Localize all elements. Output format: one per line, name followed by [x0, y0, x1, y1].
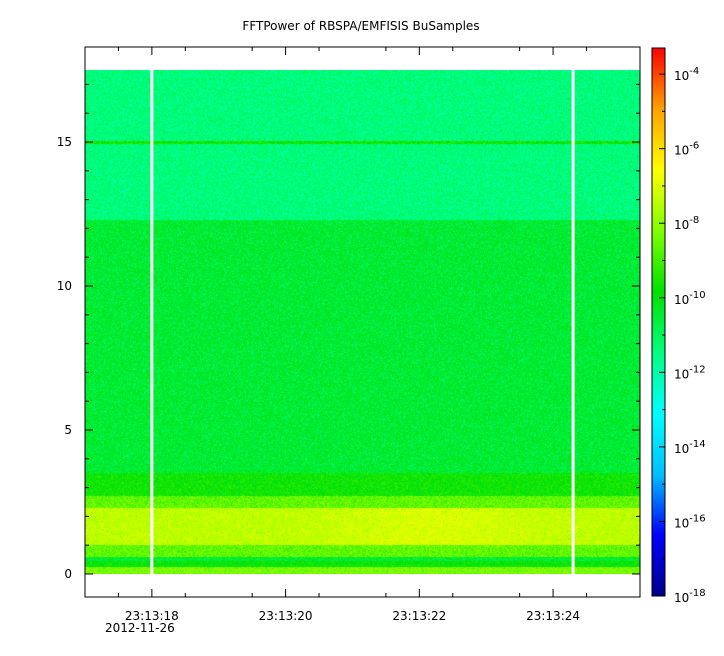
x-axis: 23:13:18 23:13:20 23:13:22 23:13:24	[117, 47, 588, 623]
x-tick-label: 23:13:20	[259, 609, 313, 623]
y-tick-label: 5	[64, 423, 72, 437]
date-label: 2012-11-26	[105, 621, 175, 635]
plot-frame	[84, 46, 641, 598]
colorbar-tick-label: 10-14	[674, 439, 706, 456]
plot-area	[84, 46, 641, 598]
colorbar-tick-label: 10-12	[674, 364, 706, 381]
y-tick-label: 0	[64, 567, 72, 581]
colorbar-tick-label: 10-6	[674, 141, 699, 158]
colorbar-gradient	[651, 47, 666, 597]
x-tick-label: 23:13:18	[125, 609, 179, 623]
data-gaps	[150, 70, 575, 574]
colorbar-ticks: 10-4 10-6 10-8 10-10 10-12 10-14 10-16 10-18	[659, 66, 706, 605]
y-tick-label: 15	[57, 135, 72, 149]
y-axis: 0 5 10 15	[57, 83, 640, 581]
data-gap-1	[571, 70, 575, 574]
y-tick-label: 10	[57, 279, 72, 293]
colorbar-tick-label: 10-10	[674, 290, 706, 307]
x-tick-label: 23:13:24	[526, 609, 580, 623]
x-tick-label: 23:13:22	[392, 609, 446, 623]
colorbar-tick-label: 10-8	[674, 215, 699, 232]
colorbar-tick-label: 10-18	[674, 588, 706, 605]
chart-title: FFTPower of RBSPA/EMFISIS BuSamples	[242, 19, 479, 33]
data-gap-0	[150, 70, 154, 574]
colorbar-tick-label: 10-4	[674, 66, 699, 83]
colorbar-tick-label: 10-16	[674, 513, 706, 530]
spectrogram-image	[85, 70, 640, 575]
colorbar: 10-4 10-6 10-8 10-10 10-12 10-14 10-16 10-18	[651, 47, 706, 605]
